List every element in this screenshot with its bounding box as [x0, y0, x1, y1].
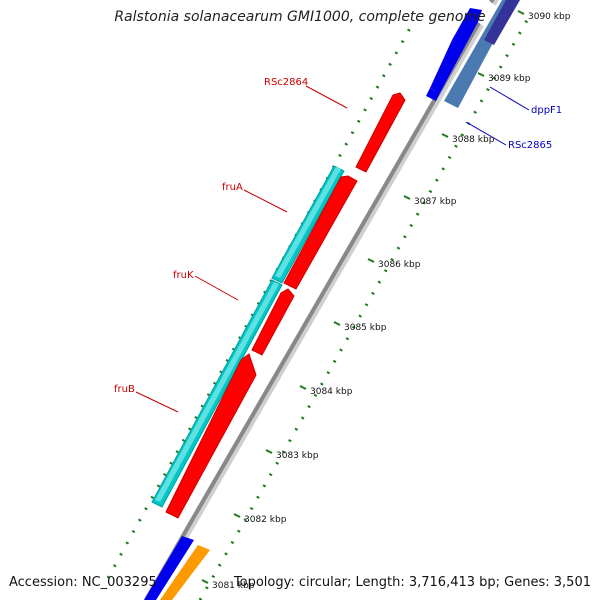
tick-mark — [299, 385, 307, 390]
tick-mark — [233, 513, 241, 518]
gene-leader-line — [465, 121, 507, 146]
cyan-feature-track — [151, 165, 345, 508]
tick-label: 3082 kbp — [244, 515, 287, 525]
red-gene-track[interactable] — [165, 92, 406, 519]
tick-mark — [333, 321, 341, 326]
tick-label: 3090 kbp — [528, 12, 571, 22]
genome-title: Ralstonia solanacearum GMI1000, complete… — [114, 9, 486, 25]
tick-mark — [517, 10, 525, 15]
tick-label: 3089 kbp — [488, 74, 531, 84]
gene-upper-blue-arrow — [430, 8, 482, 93]
tick-mark — [441, 133, 449, 138]
tick-label: 3085 kbp — [344, 323, 387, 333]
topology-text: Topology: circular; Length: 3,716,413 bp… — [233, 575, 591, 590]
tick-label: 3081 kbp — [212, 581, 255, 591]
accession-text: Accession: NC_003295 — [9, 575, 157, 590]
gene-label-dppF1[interactable]: dppF1 — [531, 105, 562, 116]
gene-leader-line — [305, 85, 348, 109]
tick-mark — [403, 195, 411, 200]
gene-fruB-arrow — [165, 353, 257, 519]
tick-mark — [201, 579, 209, 584]
blue-gene-track[interactable] — [426, 0, 520, 108]
gene-fruK-arrow — [251, 288, 295, 356]
tick-label: 3088 kbp — [452, 135, 495, 145]
gene-bottom-orange — [160, 545, 210, 600]
gene-label-fruB[interactable]: fruB — [114, 384, 135, 395]
tick-label: 3086 kbp — [378, 260, 421, 270]
gene-label-RSc2865[interactable]: RSc2865 — [508, 140, 552, 151]
gene-bottom-blue — [144, 536, 194, 600]
gene-label-group: RSc2864 fruA fruK fruB dppF1 RSc2865 — [114, 77, 562, 413]
gene-label-fruK[interactable]: fruK — [173, 270, 194, 281]
tick-label: 3083 kbp — [276, 451, 319, 461]
tick-mark — [477, 72, 485, 77]
tick-label: 3087 kbp — [414, 197, 457, 207]
gene-leader-line — [194, 275, 239, 301]
tick-mark — [367, 258, 375, 263]
tick-group: 3081 kbp 3082 kbp 3083 kbp 3084 kbp 3085 kbp… — [201, 10, 571, 591]
gene-leader-line — [243, 189, 288, 213]
gene-dark-blue-block — [484, 0, 520, 45]
gene-fruA-arrow — [283, 175, 358, 290]
tick-mark — [265, 449, 273, 454]
gene-label-RSc2864[interactable]: RSc2864 — [264, 77, 308, 88]
tick-label: 3084 kbp — [310, 387, 353, 397]
genome-backbone — [144, 0, 499, 600]
inner-dotted-track — [198, 14, 532, 600]
bottom-gene-track[interactable] — [144, 536, 210, 600]
gene-label-fruA[interactable]: fruA — [222, 182, 243, 193]
gene-RSc2864-arrow — [355, 92, 406, 173]
gene-leader-line — [489, 86, 530, 111]
gene-leader-line — [135, 391, 179, 413]
